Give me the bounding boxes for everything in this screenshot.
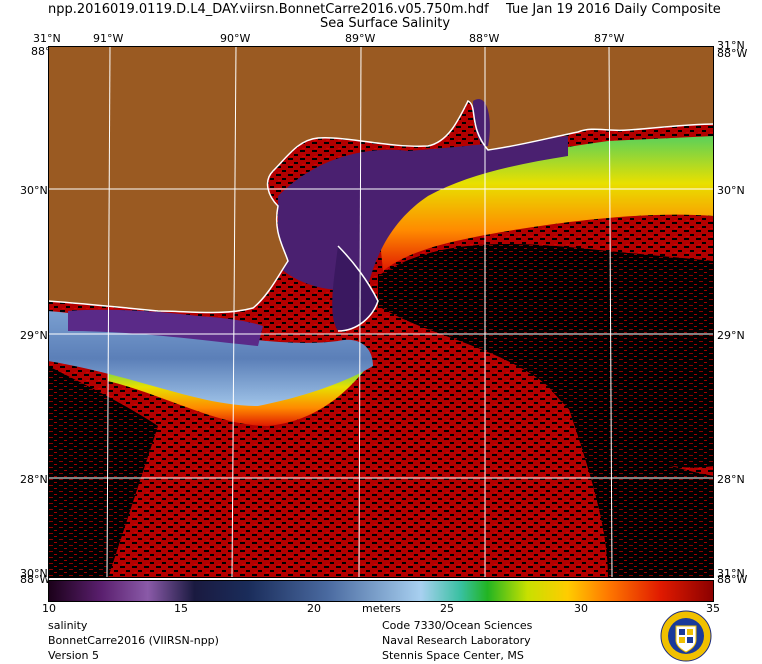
colorbar-gradient [48, 580, 714, 602]
top-lon-label-87w: 87°W [594, 32, 625, 45]
colorbar-tick-10: 10 [42, 602, 56, 615]
coastal-purple-band [68, 309, 263, 346]
colorbar-tick-35: 35 [706, 602, 720, 615]
bottom-right-overlay-label: 31°N [717, 567, 745, 580]
freshwater-plume [48, 311, 373, 406]
graticule-lon-91w [106, 46, 111, 578]
colorbar-tick-15: 15 [174, 602, 188, 615]
footer-code: Code 7330/Ocean Sciences [382, 619, 533, 632]
footer-lab: Naval Research Laboratory [382, 634, 531, 647]
left-lat-label-28n: 28°N [20, 473, 48, 486]
mobile-bay [473, 99, 490, 147]
footer-version: Version 5 [48, 649, 99, 662]
left-lat-label-30n: 30°N [20, 184, 48, 197]
salinity-front-east [378, 136, 714, 271]
top-left-corner-label: 31°N [33, 32, 61, 45]
top-right-corner-label: 31°N [717, 39, 745, 52]
colorbar-tick-20: 20 [307, 602, 321, 615]
colorbar-border [48, 580, 714, 602]
graticule-lon-90w [231, 46, 237, 578]
map-border [48, 46, 714, 578]
no-data-region-south [568, 406, 714, 578]
top-lon-label-90w: 90°W [220, 32, 251, 45]
file-name: npp.2016019.0119.D.L4_DAY.viirsn.BonnetC… [48, 2, 489, 17]
graticule [48, 46, 714, 578]
right-lat-label-28n: 28°N [717, 473, 745, 486]
graticule-lon-89w [358, 46, 362, 578]
composite-date: Tue Jan 19 2016 Daily Composite [506, 2, 721, 17]
colorbar-tick-25: 25 [440, 602, 454, 615]
colorbar [48, 580, 714, 602]
delta-coastline [337, 245, 379, 332]
salinity-map [48, 46, 714, 578]
right-lat-label-29n: 29°N [717, 329, 745, 342]
nrl-logo [660, 610, 712, 662]
graticule-lon-87w [608, 46, 613, 578]
left-lat-label-29n: 29°N [20, 329, 48, 342]
top-lon-label-89w: 89°W [345, 32, 376, 45]
footer-location: Stennis Space Center, MS [382, 649, 524, 662]
bottom-left-overlay-label: 30°N [20, 567, 48, 580]
bottom-right-corner-label: 88°W [717, 573, 748, 586]
no-data-region-west [48, 366, 158, 578]
nearshore-purple-water [278, 136, 568, 290]
product-title: Sea Surface Salinity [320, 16, 451, 31]
colorbar-tick-30: 30 [574, 602, 588, 615]
top-lon-label-88w: 88°W [469, 32, 500, 45]
coastline [48, 99, 714, 314]
colorbar-unit: meters [362, 602, 401, 615]
land-mass [48, 46, 714, 313]
footer-variable: salinity [48, 619, 88, 632]
mississippi-delta [332, 246, 378, 331]
right-lat-label-30n: 30°N [717, 184, 745, 197]
footer-dataset: BonnetCarre2016 (VIIRSN-npp) [48, 634, 219, 647]
top-right-overlay-label: 88°W [717, 47, 748, 60]
no-data-region-east [378, 243, 714, 468]
bottom-left-corner-label: 88°W [20, 573, 51, 586]
top-lon-label-91w: 91°W [93, 32, 124, 45]
